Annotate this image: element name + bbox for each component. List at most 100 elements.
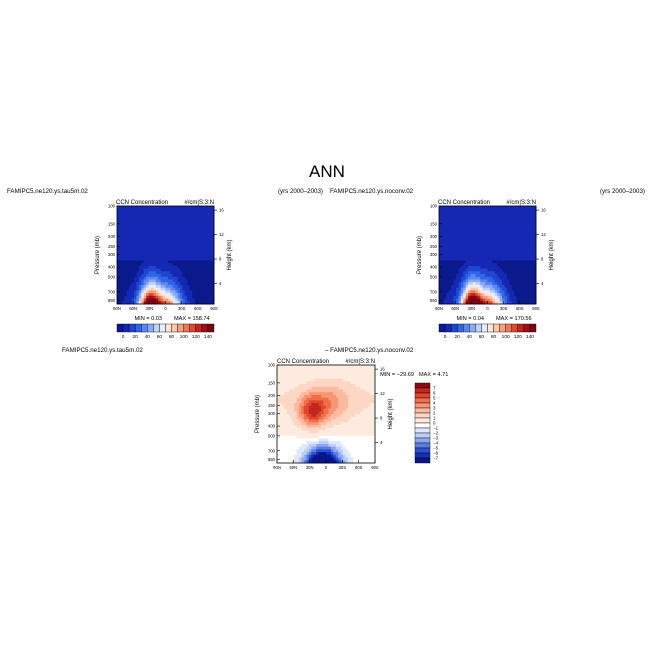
- contour-cell: [502, 282, 505, 286]
- contour-cell: [146, 295, 149, 299]
- contour-cell: [131, 271, 135, 275]
- contour-cell: [367, 367, 371, 371]
- contour-cell: [138, 206, 142, 210]
- contour-cell: [477, 298, 481, 302]
- contour-cell: [201, 287, 205, 291]
- contour-cell: [301, 392, 305, 396]
- contour-cell: [531, 279, 534, 283]
- contour-cell: [296, 411, 300, 415]
- contour-cell: [451, 216, 454, 221]
- contour-cell: [318, 446, 322, 450]
- contour-cell: [121, 241, 125, 245]
- contour-cell: [504, 268, 508, 272]
- contour-cell: [499, 295, 503, 299]
- contour-cell: [460, 301, 464, 305]
- contour-cell: [506, 298, 510, 302]
- contour-cell: [343, 397, 346, 401]
- contour-cell: [131, 255, 135, 259]
- contour-cell: [192, 301, 195, 305]
- contour-cell: [338, 408, 342, 412]
- contour-cell: [531, 301, 534, 305]
- contour-cell: [301, 438, 305, 442]
- contour-cell: [209, 279, 212, 283]
- contour-cell: [155, 233, 159, 237]
- contour-cell: [117, 257, 120, 261]
- contour-cell: [117, 235, 120, 240]
- panel-left: FAMIPC5.ne120.ys.tau5m.02 (yrs 2000–2003…: [7, 188, 323, 340]
- contour-cell: [150, 255, 154, 259]
- contour-cell: [141, 252, 145, 256]
- contour-cell: [306, 384, 310, 388]
- contour-cell: [318, 438, 322, 442]
- contour-cell: [528, 279, 532, 283]
- contour-cell: [201, 271, 205, 275]
- panel-diff: FAMIPC5.ne120.ys.tau5m.02 – FAMIPC5.ne12…: [62, 347, 448, 470]
- contour-cell: [521, 222, 525, 226]
- contour-cell: [441, 274, 445, 278]
- contour-cell: [509, 290, 513, 294]
- contour-cell: [519, 238, 522, 242]
- contour-cell: [504, 271, 508, 275]
- contour-cell: [357, 424, 361, 429]
- contour-cell: [182, 260, 186, 264]
- contour-cell: [526, 230, 530, 234]
- contour-cell: [470, 284, 474, 289]
- contour-cell: [504, 235, 508, 240]
- contour-cell: [143, 260, 147, 264]
- contour-cell: [458, 233, 462, 237]
- contour-cell: [455, 252, 459, 256]
- colorbar-swatch: [165, 323, 172, 333]
- contour-cell: [455, 282, 459, 286]
- y2-tick-label: 16: [541, 208, 546, 213]
- contour-cell: [523, 206, 527, 210]
- contour-cell: [489, 287, 493, 291]
- contour-cell: [126, 246, 130, 250]
- contour-cell: [146, 290, 149, 294]
- contour-cell: [335, 365, 339, 369]
- contour-cell: [360, 430, 364, 434]
- contour-cell: [160, 244, 164, 248]
- contour-cell: [311, 433, 315, 437]
- contour-cell: [306, 435, 310, 439]
- contour-cell: [158, 276, 162, 280]
- contour-cell: [184, 208, 188, 212]
- contour-cell: [343, 457, 346, 461]
- contour-cell: [446, 206, 450, 210]
- colorbar-swatch: [183, 323, 190, 333]
- contour-cell: [350, 452, 354, 456]
- contour-cell: [194, 295, 198, 299]
- contour-cell: [494, 249, 498, 253]
- contour-cell: [124, 268, 128, 272]
- contour-cell: [446, 225, 450, 229]
- contour-cell: [177, 219, 181, 223]
- contour-cell: [482, 255, 486, 259]
- contour-cell: [301, 416, 305, 420]
- contour-cell: [321, 384, 324, 388]
- contour-cell: [119, 246, 123, 250]
- y-tick-label: 200: [268, 393, 276, 398]
- contour-cell: [206, 265, 210, 270]
- contour-cell: [279, 375, 283, 380]
- contour-cell: [455, 271, 459, 275]
- contour-cell: [521, 227, 525, 231]
- contour-cell: [141, 241, 145, 245]
- contour-cell: [126, 235, 130, 240]
- contour-cell: [197, 244, 200, 248]
- contour-cell: [133, 249, 137, 253]
- contour-cell: [177, 274, 181, 278]
- contour-cell: [328, 403, 332, 407]
- contour-cell: [480, 206, 484, 210]
- contour-cell: [313, 422, 317, 426]
- contour-cell: [153, 276, 157, 280]
- contour-cell: [367, 430, 371, 434]
- contour-cell: [333, 438, 337, 442]
- contour-cell: [279, 397, 283, 401]
- contour-cell: [148, 284, 152, 289]
- contour-cell: [172, 219, 176, 223]
- contour-cell: [180, 263, 183, 267]
- colorbar: 0 20 40 60 80 100 120 140: [116, 323, 215, 340]
- contour-cell: [301, 424, 305, 429]
- contour-cell: [372, 392, 376, 396]
- contour-cell: [187, 276, 191, 280]
- contour-cell: [129, 298, 132, 302]
